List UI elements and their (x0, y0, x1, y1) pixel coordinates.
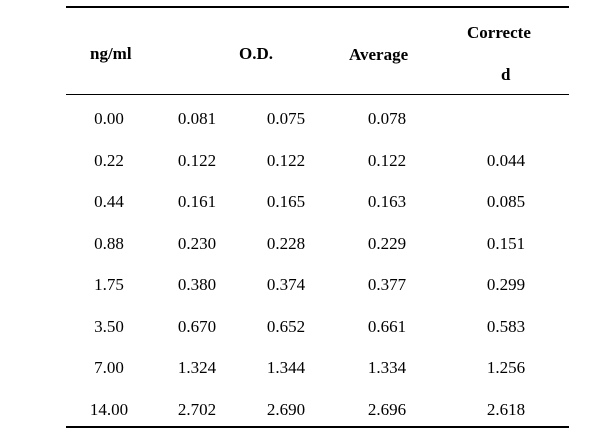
cell-average: 0.163 (367, 192, 407, 211)
cell-corrected: 0.299 (486, 275, 526, 294)
cell-od1: 0.230 (177, 233, 217, 253)
table-row: 7.00 1.324 1.344 1.334 1.256 (66, 353, 569, 383)
cell-average: 0.661 (367, 316, 407, 336)
cell-ng: 1.75 (94, 275, 124, 294)
cell-ng: 0.44 (94, 192, 124, 211)
cell-average: 0.122 (367, 150, 407, 170)
cell-od1: 2.702 (177, 399, 217, 419)
cell-od2: 0.374 (266, 275, 306, 294)
cell-od2: 0.652 (266, 316, 306, 336)
header-corrected-line1: Correcte (467, 23, 531, 42)
table-top-rule (66, 6, 569, 8)
cell-ng: 14.00 (89, 399, 129, 419)
cell-average: 1.334 (367, 358, 407, 377)
cell-corrected: 1.256 (486, 358, 526, 377)
cell-average: 2.696 (367, 399, 407, 419)
table-row: 14.00 2.702 2.690 2.696 2.618 (66, 395, 569, 425)
cell-corrected: 0.151 (486, 233, 526, 253)
cell-average: 0.229 (367, 233, 407, 253)
header-corrected-line2: d (501, 65, 511, 84)
cell-od2: 0.075 (266, 109, 306, 128)
cell-corrected: 0.044 (486, 150, 526, 170)
cell-ng: 0.88 (94, 233, 124, 253)
cell-od1: 0.670 (177, 316, 217, 336)
table-bottom-rule (66, 426, 569, 428)
header-average: Average (349, 45, 409, 64)
cell-corrected: 2.618 (486, 399, 526, 419)
cell-ng: 0.00 (94, 109, 124, 128)
table-row: 0.00 0.081 0.075 0.078 (66, 104, 569, 134)
cell-average: 0.377 (367, 275, 407, 294)
cell-od1: 0.081 (177, 109, 217, 128)
cell-od1: 0.380 (177, 275, 217, 294)
cell-corrected: 0.583 (486, 316, 526, 336)
table-row: 0.88 0.230 0.228 0.229 0.151 (66, 229, 569, 259)
cell-od2: 1.344 (266, 358, 306, 377)
cell-od2: 0.122 (266, 150, 306, 170)
data-table: ng/ml O.D. Average Correcte d 0.00 0.081… (66, 6, 569, 428)
cell-corrected: 0.085 (486, 192, 526, 211)
header-od: O.D. (239, 44, 273, 63)
cell-od2: 2.690 (266, 399, 306, 419)
cell-ng: 7.00 (94, 358, 124, 377)
table-row: 1.75 0.380 0.374 0.377 0.299 (66, 270, 569, 300)
cell-od2: 0.165 (266, 192, 306, 211)
header-ng-ml: ng/ml (90, 44, 132, 63)
cell-od2: 0.228 (266, 233, 306, 253)
header-separator-rule (66, 94, 569, 95)
table-row: 0.22 0.122 0.122 0.122 0.044 (66, 146, 569, 176)
table-row: 3.50 0.670 0.652 0.661 0.583 (66, 312, 569, 342)
cell-ng: 3.50 (94, 316, 124, 336)
cell-average: 0.078 (367, 109, 407, 128)
cell-od1: 0.122 (177, 150, 217, 170)
table-row: 0.44 0.161 0.165 0.163 0.085 (66, 187, 569, 217)
cell-od1: 0.161 (177, 192, 217, 211)
cell-od1: 1.324 (177, 358, 217, 377)
cell-ng: 0.22 (94, 150, 124, 170)
